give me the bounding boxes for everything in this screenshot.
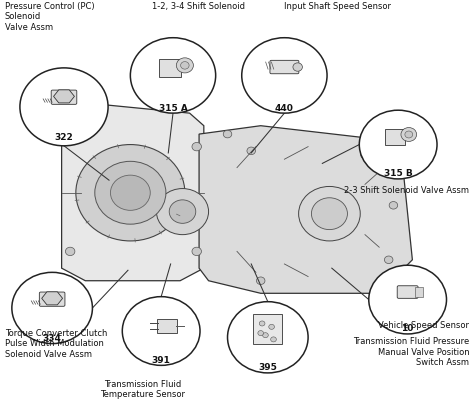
Text: 322: 322: [55, 133, 73, 142]
Circle shape: [65, 247, 75, 256]
Circle shape: [389, 202, 398, 209]
Circle shape: [122, 297, 200, 365]
Circle shape: [156, 189, 209, 235]
Circle shape: [311, 198, 347, 230]
Circle shape: [401, 127, 417, 142]
Text: Input Shaft Speed Sensor: Input Shaft Speed Sensor: [284, 2, 392, 11]
Circle shape: [65, 130, 75, 138]
Circle shape: [405, 131, 413, 138]
Circle shape: [384, 256, 393, 264]
FancyBboxPatch shape: [159, 59, 181, 77]
Circle shape: [247, 147, 255, 155]
Circle shape: [110, 175, 150, 210]
Text: 440: 440: [275, 103, 294, 113]
Circle shape: [361, 151, 369, 159]
Circle shape: [258, 331, 264, 336]
Circle shape: [271, 337, 276, 342]
Circle shape: [293, 63, 302, 71]
Circle shape: [299, 186, 360, 241]
Circle shape: [130, 38, 216, 113]
Text: 1-2, 3-4 Shift Solenoid: 1-2, 3-4 Shift Solenoid: [152, 2, 245, 11]
FancyBboxPatch shape: [51, 90, 77, 104]
Polygon shape: [42, 292, 63, 305]
Text: 395: 395: [258, 363, 277, 372]
Circle shape: [20, 68, 108, 146]
Circle shape: [242, 38, 327, 113]
Circle shape: [76, 145, 185, 241]
Text: 10: 10: [401, 324, 414, 334]
Circle shape: [228, 302, 308, 373]
Circle shape: [223, 130, 232, 138]
Text: Transmission Fluid Pressure
Manual Valve Position
Switch Assm: Transmission Fluid Pressure Manual Valve…: [353, 337, 469, 367]
Text: 391: 391: [152, 356, 171, 365]
Circle shape: [192, 247, 201, 256]
FancyBboxPatch shape: [157, 319, 177, 333]
Polygon shape: [199, 126, 412, 293]
Polygon shape: [62, 105, 204, 281]
Text: 334: 334: [43, 334, 62, 343]
Text: Transmission Fluid
Temperature Sensor: Transmission Fluid Temperature Sensor: [100, 380, 185, 399]
Text: 315 A: 315 A: [159, 103, 187, 113]
FancyBboxPatch shape: [385, 129, 405, 145]
Text: 2-3 Shift Solenoid Valve Assm: 2-3 Shift Solenoid Valve Assm: [344, 186, 469, 195]
Circle shape: [359, 110, 437, 179]
Circle shape: [95, 161, 166, 224]
Circle shape: [269, 324, 274, 329]
Text: Torque Converter Clutch
Pulse Width Modulation
Solenoid Valve Assm: Torque Converter Clutch Pulse Width Modu…: [5, 329, 107, 359]
Circle shape: [259, 321, 265, 326]
FancyBboxPatch shape: [270, 60, 299, 74]
Circle shape: [169, 200, 196, 223]
Text: Pressure Control (PC)
Solenoid
Valve Assm: Pressure Control (PC) Solenoid Valve Ass…: [5, 2, 94, 32]
Circle shape: [369, 265, 447, 334]
Circle shape: [256, 277, 265, 285]
FancyBboxPatch shape: [415, 287, 423, 297]
Polygon shape: [54, 90, 74, 103]
Circle shape: [263, 333, 268, 338]
Circle shape: [176, 58, 193, 73]
FancyBboxPatch shape: [397, 286, 418, 298]
FancyBboxPatch shape: [39, 292, 65, 306]
Circle shape: [192, 142, 201, 151]
Text: 315 B: 315 B: [384, 169, 412, 178]
Text: Vehicle Speed Sensor: Vehicle Speed Sensor: [378, 321, 469, 329]
Circle shape: [181, 62, 189, 69]
Circle shape: [12, 272, 92, 344]
FancyBboxPatch shape: [253, 314, 282, 344]
